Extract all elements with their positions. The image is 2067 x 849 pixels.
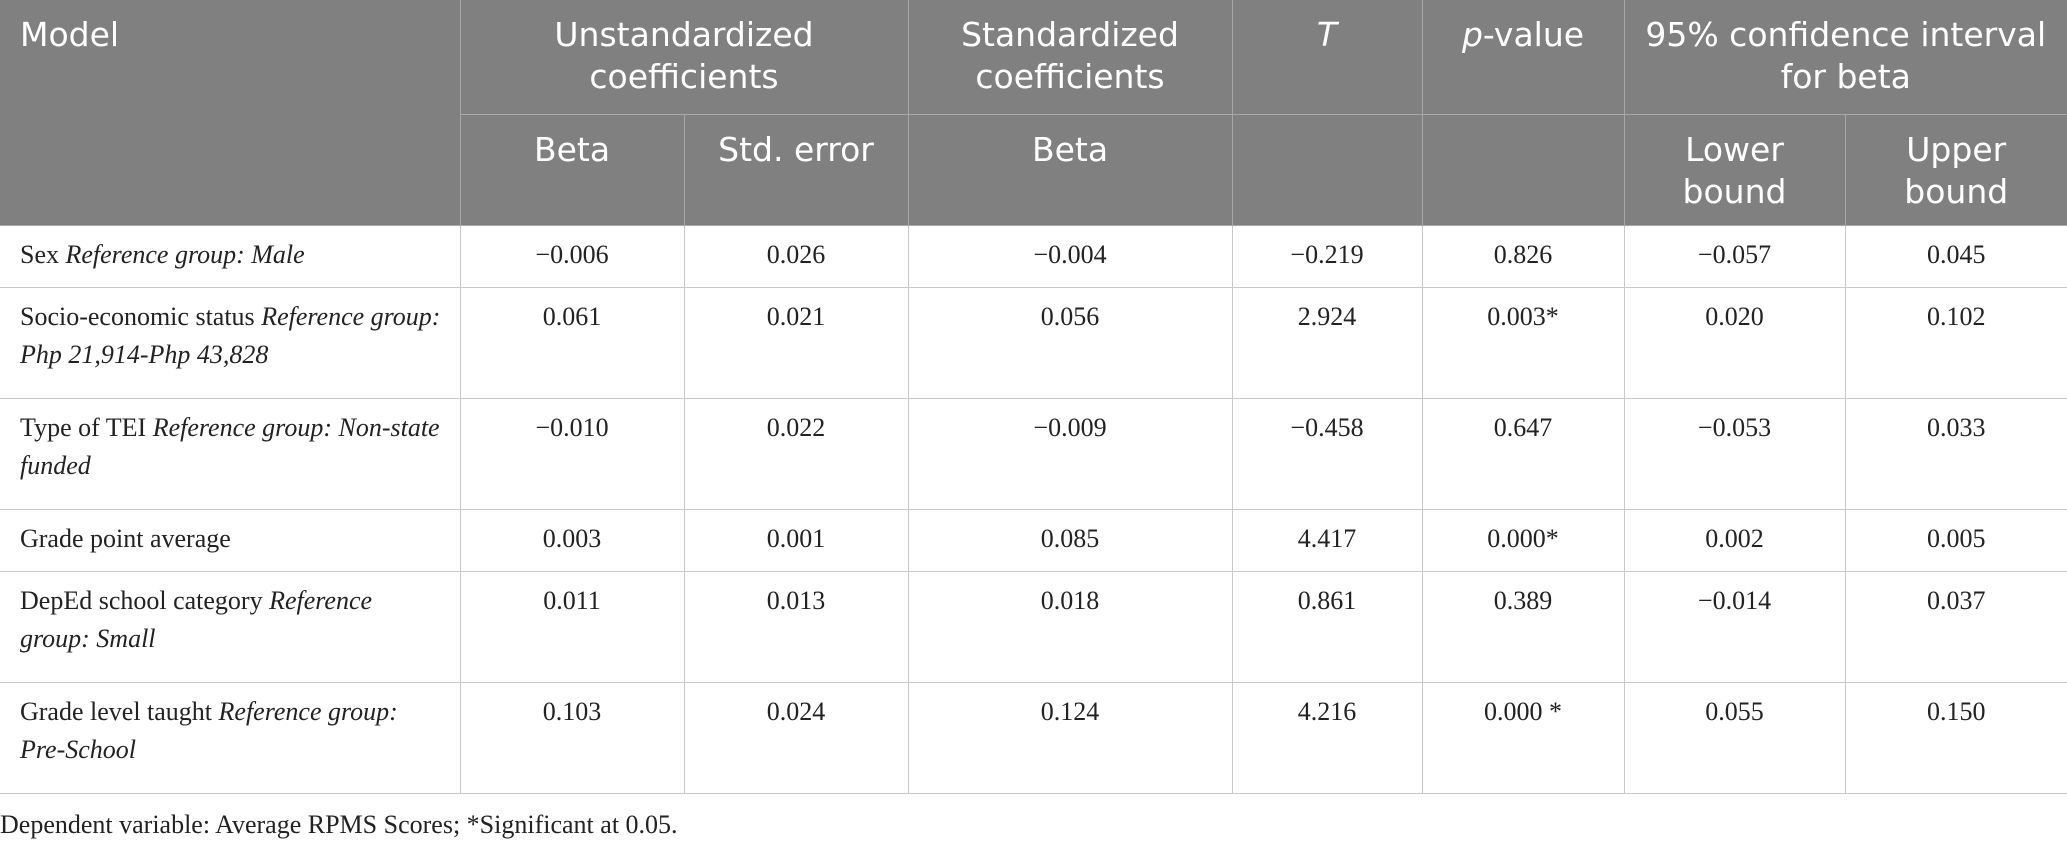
cell-b: −0.010 xyxy=(460,398,685,510)
row-model-cell: Grade point average xyxy=(0,509,461,572)
cell-se: 0.001 xyxy=(684,509,909,572)
header-t: T xyxy=(1232,0,1423,115)
header-upper-bound: Upper bound xyxy=(1845,114,2067,226)
cell-t: 2.924 xyxy=(1232,287,1423,399)
cell-b: 0.011 xyxy=(460,571,685,683)
row-variable: DepEd school category xyxy=(20,585,263,615)
cell-lower: −0.053 xyxy=(1624,398,1846,510)
table-row: Type of TEI Reference group: Non-state f… xyxy=(0,398,2067,510)
table-footnote: Dependent variable: Average RPMS Scores;… xyxy=(0,810,678,839)
cell-p: 0.003* xyxy=(1422,287,1625,399)
cell-beta: 0.056 xyxy=(908,287,1233,399)
table-row: Grade point average 0.003 0.001 0.085 4.… xyxy=(0,509,2067,572)
cell-upper: 0.045 xyxy=(1845,225,2067,288)
header-unstandardized: Unstandardized coefficients xyxy=(460,0,909,115)
cell-beta: −0.009 xyxy=(908,398,1233,510)
header-t-empty xyxy=(1232,114,1423,226)
cell-b: −0.006 xyxy=(460,225,685,288)
cell-upper: 0.005 xyxy=(1845,509,2067,572)
header-t-label: T xyxy=(1316,15,1338,54)
cell-p: 0.647 xyxy=(1422,398,1625,510)
header-p-value: p-value xyxy=(1422,0,1625,115)
row-variable: Socio-economic status xyxy=(20,301,255,331)
cell-p: 0.826 xyxy=(1422,225,1625,288)
cell-se: 0.022 xyxy=(684,398,909,510)
cell-b: 0.003 xyxy=(460,509,685,572)
row-model-cell: Type of TEI Reference group: Non-state f… xyxy=(0,398,461,510)
table-row: DepEd school category Reference group: S… xyxy=(0,571,2067,683)
cell-t: −0.458 xyxy=(1232,398,1423,510)
header-ci: 95% confidence interval for beta xyxy=(1624,0,2067,115)
row-model-cell: Socio-economic status Reference group: P… xyxy=(0,287,461,399)
cell-beta: −0.004 xyxy=(908,225,1233,288)
cell-lower: 0.002 xyxy=(1624,509,1846,572)
cell-t: 0.861 xyxy=(1232,571,1423,683)
cell-upper: 0.033 xyxy=(1845,398,2067,510)
cell-p: 0.389 xyxy=(1422,571,1625,683)
cell-t: 4.417 xyxy=(1232,509,1423,572)
header-p-rest: -value xyxy=(1482,15,1585,54)
cell-b: 0.103 xyxy=(460,682,685,794)
cell-upper: 0.102 xyxy=(1845,287,2067,399)
row-reference: Reference group: Male xyxy=(65,239,305,269)
table-row: Sex Reference group: Male −0.006 0.026 −… xyxy=(0,225,2067,288)
row-reference: Reference group: Pre-School xyxy=(20,696,398,764)
cell-lower: −0.057 xyxy=(1624,225,1846,288)
header-p-italic: p xyxy=(1461,15,1483,54)
row-reference: Reference group: Php 21,914-Php 43,828 xyxy=(20,301,441,369)
row-variable: Type of TEI xyxy=(20,412,147,442)
row-model-cell: Grade level taught Reference group: Pre-… xyxy=(0,682,461,794)
cell-b: 0.061 xyxy=(460,287,685,399)
header-p-empty xyxy=(1422,114,1625,226)
cell-t: −0.219 xyxy=(1232,225,1423,288)
header-row-2: Beta Std. error Beta Lower bound Upper b… xyxy=(0,114,2067,226)
cell-lower: −0.014 xyxy=(1624,571,1846,683)
row-model-cell: DepEd school category Reference group: S… xyxy=(0,571,461,683)
header-row-1: Model Unstandardized coefficients Standa… xyxy=(0,0,2067,226)
row-variable: Sex xyxy=(20,239,59,269)
cell-p: 0.000 * xyxy=(1422,682,1625,794)
regression-table: Model Unstandardized coefficients Standa… xyxy=(0,0,2067,794)
header-standardized: Standardized coefficients xyxy=(908,0,1233,115)
row-reference: Reference group: Small xyxy=(20,585,373,653)
cell-upper: 0.150 xyxy=(1845,682,2067,794)
row-variable: Grade level taught xyxy=(20,696,213,726)
header-model: Model xyxy=(0,0,461,226)
cell-beta: 0.124 xyxy=(908,682,1233,794)
header-lower-bound: Lower bound xyxy=(1624,114,1846,226)
cell-t: 4.216 xyxy=(1232,682,1423,794)
table-row: Grade level taught Reference group: Pre-… xyxy=(0,682,2067,794)
cell-beta: 0.085 xyxy=(908,509,1233,572)
cell-se: 0.021 xyxy=(684,287,909,399)
cell-lower: 0.055 xyxy=(1624,682,1846,794)
cell-p: 0.000* xyxy=(1422,509,1625,572)
cell-lower: 0.020 xyxy=(1624,287,1846,399)
header-std-beta: Beta xyxy=(908,114,1233,226)
header-std-error: Std. error xyxy=(684,114,909,226)
row-reference: Reference group: Non-state funded xyxy=(20,412,440,480)
row-variable: Grade point average xyxy=(20,523,231,553)
cell-upper: 0.037 xyxy=(1845,571,2067,683)
cell-beta: 0.018 xyxy=(908,571,1233,683)
header-beta: Beta xyxy=(460,114,685,226)
cell-se: 0.026 xyxy=(684,225,909,288)
cell-se: 0.013 xyxy=(684,571,909,683)
cell-se: 0.024 xyxy=(684,682,909,794)
table-row: Socio-economic status Reference group: P… xyxy=(0,287,2067,399)
row-model-cell: Sex Reference group: Male xyxy=(0,225,461,288)
